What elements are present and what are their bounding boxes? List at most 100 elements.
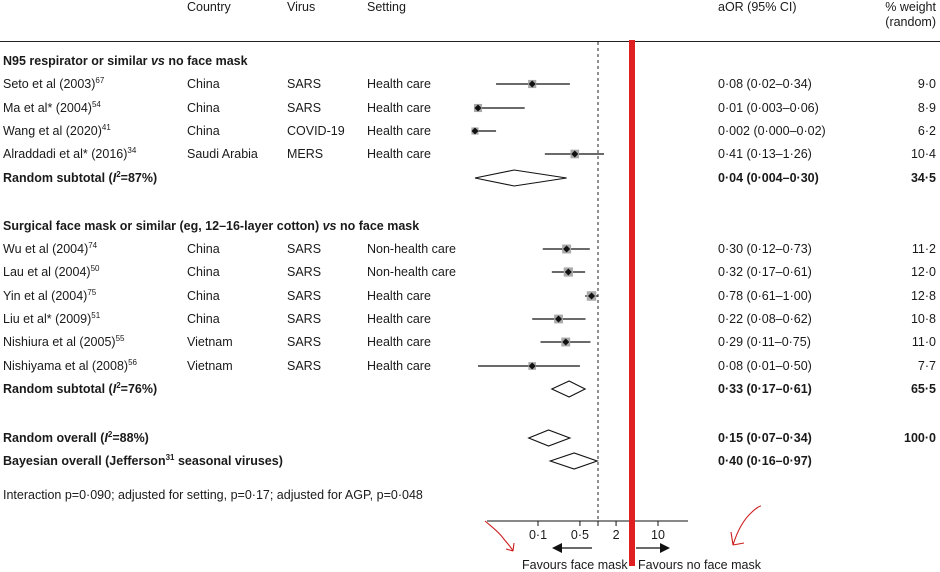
study-country: China: [187, 265, 220, 279]
point-estimate: [528, 80, 536, 88]
subtotal-surgical-weight: 65·5: [910, 382, 936, 396]
axis-tick-label: 0·5: [571, 528, 589, 542]
study-weight: 9·0: [917, 77, 936, 91]
column-header-country: Country: [187, 0, 231, 14]
scribble-left-annotation: [484, 520, 515, 552]
study-author: Wang et al (2020)41: [3, 122, 111, 138]
weight-square: [563, 267, 573, 277]
study-country: Saudi Arabia: [187, 147, 258, 161]
study-setting: Health care: [367, 147, 431, 161]
random-overall-weight: 100·0: [904, 431, 936, 445]
study-virus: SARS: [287, 312, 322, 326]
study-author: Nishiyama et al (2008)56: [3, 357, 137, 373]
bayesian-overall: Bayesian overall (Jefferson31 seasonal v…: [3, 452, 283, 468]
study-country: Vietnam: [187, 359, 233, 373]
study-ref: 74: [88, 240, 98, 250]
study-ref: 67: [95, 75, 105, 85]
red-reference-line: [629, 40, 635, 566]
weight-header-line2: (random): [885, 15, 936, 29]
study-setting: Health care: [367, 77, 431, 91]
header-rule: [0, 41, 940, 42]
subtotal-surgical-aor: 0·33 (0·17–0·61): [718, 382, 812, 396]
point-estimate: [555, 315, 563, 323]
bayesian-overall-aor: 0·40 (0·16–0·97): [718, 454, 812, 468]
point-estimate: [564, 268, 572, 276]
study-country: China: [187, 242, 220, 256]
column-header-virus: Virus: [287, 0, 316, 14]
study-virus: SARS: [287, 265, 322, 279]
study-weight: 10·4: [910, 147, 936, 161]
study-virus: MERS: [287, 147, 324, 161]
study-aor: 0·30 (0·12–0·73): [718, 242, 812, 256]
footnote: Interaction p=0·090; adjusted for settin…: [3, 488, 423, 502]
favours-right-label: Favours no face mask: [638, 558, 761, 572]
study-aor: 0·78 (0·61–1·00): [718, 289, 812, 303]
subtotal-n95-aor: 0·04 (0·004–0·30): [718, 171, 819, 185]
study-weight: 7·7: [917, 359, 936, 373]
study-aor: 0·01 (0·003–0·06): [718, 101, 819, 115]
study-virus: SARS: [287, 242, 322, 256]
study-author: Ma et al* (2004)54: [3, 99, 101, 115]
weight-square: [586, 291, 597, 301]
study-aor: 0·002 (0·000–0·02): [718, 124, 826, 138]
weight-square: [471, 127, 479, 135]
study-aor: 0·29 (0·11–0·75): [718, 335, 811, 349]
study-weight: 8·9: [917, 101, 936, 115]
point-estimate: [588, 292, 596, 300]
summary-diamond: [474, 169, 567, 187]
study-country: China: [187, 77, 220, 91]
study-setting: Health care: [367, 359, 431, 373]
study-ref: 50: [90, 263, 100, 273]
weight-square: [570, 149, 580, 159]
study-ref: 55: [115, 333, 125, 343]
axis-tick-label: 10: [651, 528, 665, 542]
study-ref: 34: [127, 145, 137, 155]
study-virus: SARS: [287, 77, 322, 91]
point-estimate: [562, 338, 570, 346]
axis-tick-label: 0·1: [529, 528, 547, 542]
study-author: Nishiura et al (2005)55: [3, 333, 125, 349]
study-ref: 75: [87, 287, 97, 297]
i-squared-symbol: I: [104, 431, 108, 445]
study-country: China: [187, 312, 220, 326]
study-weight: 11·2: [911, 242, 936, 256]
superscript: 2: [116, 380, 121, 390]
weight-header-line1: % weight: [885, 0, 936, 14]
point-estimate: [571, 150, 579, 158]
favours-left-label: Favours face mask: [522, 558, 628, 572]
study-weight: 12·8: [910, 289, 936, 303]
weight-square: [561, 337, 571, 347]
study-author: Lau et al (2004)50: [3, 263, 100, 279]
subtotal-n95-weight: 34·5: [910, 171, 936, 185]
study-aor: 0·32 (0·17–0·61): [718, 265, 812, 279]
superscript: 31: [165, 452, 175, 462]
column-header-aor: aOR (95% CI): [718, 0, 797, 14]
i-squared-symbol: I: [112, 382, 117, 396]
study-ref: 41: [101, 122, 111, 132]
study-setting: Health care: [367, 312, 431, 326]
weight-square: [554, 314, 563, 324]
vs-text: vs: [150, 54, 165, 68]
study-country: China: [187, 289, 220, 303]
group-title-2: Surgical face mask or similar (eg, 12–16…: [3, 219, 420, 233]
column-header-setting: Setting: [367, 0, 406, 14]
random-overall: Random overall (I2=88%): [3, 429, 149, 445]
vs-text: vs: [322, 219, 337, 233]
superscript: 2: [107, 429, 113, 439]
study-ref: 56: [128, 357, 137, 367]
point-estimate: [471, 127, 479, 135]
favours-left-arrowhead: [552, 543, 562, 553]
scribble-right-annotation: [730, 505, 762, 546]
study-virus: SARS: [287, 101, 322, 115]
weight-square: [562, 244, 572, 254]
weight-square: [528, 79, 537, 89]
study-virus: SARS: [287, 289, 322, 303]
study-aor: 0·41 (0·13–1·26): [718, 147, 812, 161]
point-estimate: [474, 104, 482, 112]
subtotal-surgical: Random subtotal (I2=76%): [3, 380, 158, 396]
summary-diamond: [527, 429, 572, 447]
study-weight: 12·0: [910, 265, 936, 279]
favours-right-arrowhead: [660, 543, 670, 553]
study-author: Seto et al (2003)67: [3, 75, 105, 91]
study-country: China: [187, 124, 220, 138]
